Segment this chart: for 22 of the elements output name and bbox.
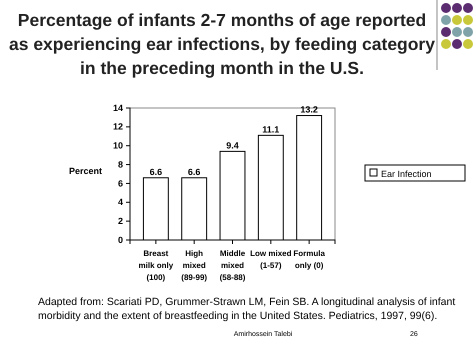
x-tick-label: High mixed (89-99): [181, 249, 208, 282]
data-label: 9.4: [226, 140, 239, 150]
y-tick-label: 8: [118, 159, 123, 170]
x-tick-label: Formula only (0): [293, 249, 326, 270]
y-tick-label: 4: [118, 197, 123, 208]
x-tick-label: Breast milk only (100): [138, 249, 174, 282]
text: Adapted from: Scariati PD, Grummer-Strawn LM, Fein SB. A longitudinal analysis of infant morbidity and the extent of breastfeeding in the United States. Pediatrics, 1997, 99(6).: [38, 296, 456, 322]
y-tick-label: 10: [112, 140, 123, 151]
y-tick-label: 12: [112, 122, 123, 132]
data-label: 6.6: [150, 166, 162, 177]
data-label: 11.1: [262, 124, 280, 134]
data-label: 13.2: [300, 104, 318, 115]
data-label: 6.6: [188, 166, 200, 177]
x-tick-label: Middle mixed (58-88): [220, 249, 246, 282]
y-tick-label: 0: [118, 234, 123, 245]
legend-label: Ear Infection: [381, 169, 432, 179]
y-tick-label: 14: [112, 102, 123, 113]
y-tick-label: 2: [118, 216, 123, 226]
y-axis-title: Percent: [68, 166, 102, 176]
y-tick-label: 6: [118, 178, 123, 188]
chart-title: Percentage of infants 2-7 months of age reported as experiencing ear infections, by feeding category in the preceding month in the U.S.: [9, 10, 436, 78]
x-tick-label: Low mixed (1-57): [250, 249, 292, 270]
